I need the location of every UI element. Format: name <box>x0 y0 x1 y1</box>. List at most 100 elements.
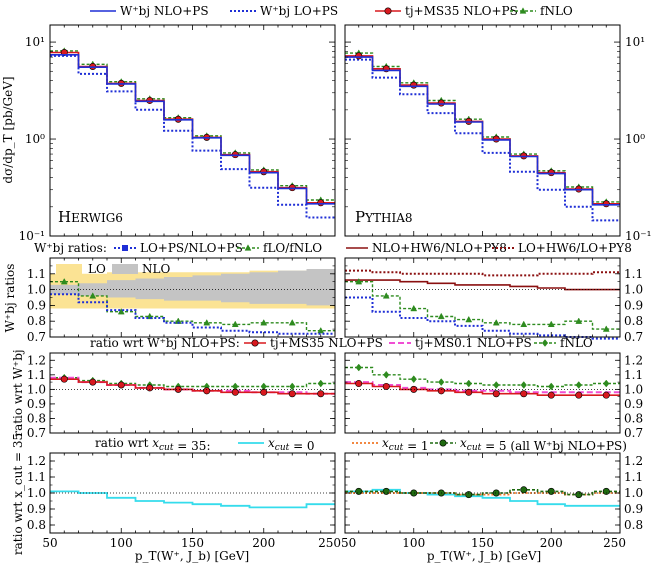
main-right-lo_ps-line <box>345 58 620 222</box>
wrt-left-ytick-label: 0.9 <box>27 397 46 411</box>
ratio-left-fnlo-point <box>89 292 97 299</box>
wrt-legend-fnlo-marker <box>541 339 549 347</box>
ratio-right-ytick-label: 0.9 <box>624 298 643 312</box>
xcut-legend-xcut0-label: xcut = 0 <box>268 436 315 453</box>
ratio-right-ratio_nlo_hw_py-line <box>345 279 620 291</box>
main-left-ytick-label: 10¹ <box>25 35 45 49</box>
wrt-left-ytick-label: 1.2 <box>27 353 46 367</box>
xcut-right-xcut0-line <box>345 488 620 507</box>
main-left-ytick-label: 10⁰ <box>25 132 45 146</box>
wrt-legend: ratio wrt W⁺bj NLO+PS: tj+MS35 NLO+PS tj+M… <box>90 336 593 350</box>
wrt-left-tj-point <box>288 390 296 398</box>
wrt-right-fnlo-point <box>383 370 390 379</box>
ratio-right-lo_ps-line <box>345 296 620 340</box>
wrt-left-ytick-label: 1.1 <box>27 368 46 382</box>
ratio-left-fnlo-point <box>203 319 211 326</box>
wrt-panel-pythia8: 0.70.80.91.01.11.2 <box>344 352 643 440</box>
ratio-right-fnlo-point <box>602 325 610 332</box>
wrt-right-ytick-label: 1.2 <box>624 353 643 367</box>
wrt-left-tj-point <box>89 378 97 386</box>
wrt-legend-tj-label: tj+MS35 NLO+PS <box>270 336 383 350</box>
ratio-left-lo_ps-line <box>50 293 335 335</box>
generator-label-pythia8: PYTHIA8 <box>355 208 413 226</box>
wrt-legend-tj01-label: tj+MS0.1 NLO+PS <box>415 336 532 350</box>
ratio-panel-herwig6: LO NLO 0.7 0.8 0.91.0 1.1 <box>27 257 336 344</box>
wrt-right-fnlo-point <box>548 382 555 391</box>
wrt-y-axis-label: ratio wrt W⁺bj <box>11 349 25 436</box>
ratio-right-ytick-label: 1.1 <box>624 267 643 281</box>
main-left-tj-point <box>146 96 154 104</box>
ratio-left-fnlo-point <box>317 326 325 334</box>
wrt-left-ytick-label: 0.8 <box>27 411 46 425</box>
xcut-legend: ratio wrt xcut = 35: xcut = 0 xcut = 1 xcut… <box>95 436 627 453</box>
wrt-right-tj-point <box>355 380 363 388</box>
xcut-right-xcut5-point <box>520 486 528 494</box>
wrt-left-ytick-label: 0.7 <box>27 426 46 440</box>
xcut-legend-xcut1-label: xcut = 1 <box>382 436 429 453</box>
main-right-tj-point <box>355 52 363 60</box>
wrt-right-tj-point <box>465 388 473 396</box>
xcut-right-xcut5-point <box>575 491 583 499</box>
top-legend-fnlo-label: fNLO <box>540 4 573 18</box>
main-panel-pythia8: 10⁻¹ 10⁰ 10¹ PYTHIA8 <box>344 24 651 243</box>
xcut-legend-xcut5-label: xcut = 5 (all W⁺bj NLO+PS) <box>460 436 627 453</box>
ratio-right-fnlo-point <box>492 319 500 326</box>
ratio-right-fnlo-point <box>437 312 445 320</box>
wrt-right-tj-point <box>547 391 555 399</box>
xcut-right-ytick-label: 1.1 <box>624 470 643 484</box>
main-right-tj-point <box>492 135 500 143</box>
top-legend-nlo_ps-label: W⁺bj NLO+PS <box>120 4 209 18</box>
wrt-left-ytick-label: 1.0 <box>27 382 46 396</box>
xcut-right-xcut5-point <box>355 487 363 495</box>
xcut-left-xtick-label: 50 <box>42 536 57 550</box>
wrt-right-fnlo-point <box>465 379 472 388</box>
ratio-legend-lo_ps-marker <box>122 245 128 251</box>
xcut-left-xtick-label: 200 <box>252 536 275 550</box>
ratio-right-fnlo-point <box>465 315 473 323</box>
wrt-legend-fnlo-label: fNLO <box>560 336 593 350</box>
ratio-left-ytick-label: 0.9 <box>27 298 46 312</box>
wrt-right-tj-point <box>492 390 500 398</box>
ratio-legend-ratio_lo_hw_py-label: LO+HW6/LO+PY8 <box>518 241 632 255</box>
band-legend-lo-label: LO <box>88 262 106 276</box>
xcut-right-ytick-label: 0.8 <box>624 518 643 532</box>
band-legend-nlo-swatch <box>112 264 138 274</box>
ratio-left-fnlo-point <box>231 320 239 328</box>
xcut-right-xtick-label: 200 <box>540 536 563 550</box>
ratio-right-fnlo-point <box>355 277 363 285</box>
x-axis-label-left: p_T(W⁺, J_b) [GeV] <box>135 549 249 563</box>
wrt-left-tj-point <box>174 385 182 393</box>
xcut-right-xtick-label: 150 <box>471 536 494 550</box>
ratio-right-ytick-label: 1.0 <box>624 283 643 297</box>
ratio-right-fnlo-point <box>575 317 583 324</box>
xcut-left-xcut0-line <box>50 490 335 509</box>
xcut-right-xcut5-point <box>492 489 500 497</box>
wrt-left-tj-point <box>146 384 154 392</box>
ratio-legend: W⁺bj ratios: LO+PS/NLO+PS fLO/fNLO NLO+HW6/… <box>34 241 632 255</box>
ratio-legend-lo_ps-label: LO+PS/NLO+PS <box>140 241 243 255</box>
main-y-axis-label: dσ/dp_T [pb/GeV] <box>1 76 15 183</box>
ratio-legend-title: W⁺bj ratios: <box>34 241 107 255</box>
xcut-panel-herwig6: 50 100 150 200 250 0.8 0.9 1.0 1.1 1.2 <box>27 452 341 550</box>
wrt-right-ytick-label: 1.1 <box>624 368 643 382</box>
top-legend: W⁺bj NLO+PS W⁺bj LO+PS tj+MS35 NLO+PS fNLO <box>90 4 573 18</box>
xcut-right-xtick-label: 50 <box>341 536 356 550</box>
wrt-right-ytick-label: 0.8 <box>624 411 643 425</box>
wrt-right-tj-point <box>437 387 445 395</box>
top-legend-tj-marker <box>384 7 392 15</box>
wrt-right-ytick-label: 1.0 <box>624 382 643 396</box>
ratio-right-fnlo-point <box>520 320 528 328</box>
ratio-right-ytick-label: 0.7 <box>624 330 643 344</box>
ratio-left-band-nlo <box>50 269 335 306</box>
ratio-right-ytick-label: 0.8 <box>624 314 643 328</box>
main-panel-herwig6: 10⁻¹ 10⁰ 10¹ HERWIG6 <box>19 24 336 243</box>
xcut-legend-title: ratio wrt xcut = 35: <box>95 436 210 453</box>
wrt-right-tj-point <box>575 391 583 399</box>
xcut-panel-pythia8: 50 100 150 200 250 0.8 0.9 1.0 1.1 1.2 <box>341 452 643 550</box>
xcut-legend-xcut5-marker <box>439 439 447 447</box>
ratio-panel-pythia8: 0.7 0.8 0.91.0 1.1 <box>344 257 643 344</box>
xcut-left-xtick-label: 150 <box>181 536 204 550</box>
main-right-ytick-label: 10⁰ <box>625 132 645 146</box>
wrt-left-tj-point <box>231 388 239 396</box>
wrt-right-tj-line <box>345 382 620 396</box>
